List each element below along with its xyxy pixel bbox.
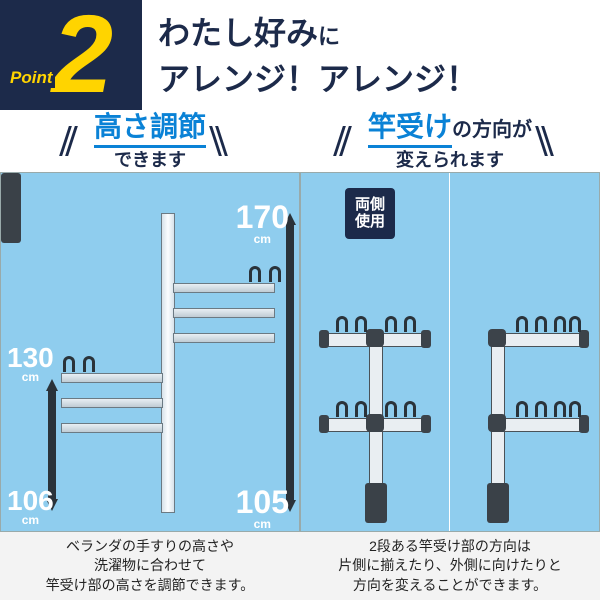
- arm: [173, 333, 275, 343]
- panel-direction: 竿受けの方向が 変えられます 両側 使用 片側 使用: [300, 110, 600, 600]
- label-106: 106cm: [7, 488, 54, 527]
- label-130: 130cm: [7, 345, 54, 384]
- arm: [173, 283, 275, 293]
- emphasis-ticks-right-icon: [540, 126, 562, 156]
- main-pole: [161, 213, 175, 513]
- sub-main: 竿受け: [368, 111, 452, 148]
- emphasis-ticks-left-icon: [64, 126, 86, 156]
- hook-icon: [249, 266, 261, 282]
- headline-particle: に: [318, 24, 340, 49]
- panels: 高さ調節 できます 170cm: [0, 110, 600, 600]
- arm: [61, 423, 163, 433]
- arm: [173, 308, 275, 318]
- point-number-block: 2 Point: [0, 0, 142, 110]
- illustration-height: 170cm 105cm 130cm 106cm: [0, 172, 300, 532]
- hook-icon: [63, 356, 75, 372]
- point-label: Point: [8, 68, 55, 88]
- label-170: 170cm: [236, 203, 289, 246]
- height-arrow-right-icon: [279, 213, 301, 512]
- emphasis-ticks-left-icon: [338, 126, 360, 156]
- emphasis-ticks-right-icon: [214, 126, 236, 156]
- sub-line2: 変えられます: [368, 150, 532, 171]
- hook-icon: [83, 356, 95, 372]
- headline-main: わたし好み: [158, 15, 318, 51]
- subheading-right: 竿受けの方向が 変えられます: [300, 110, 600, 172]
- header: 2 Point わたし好みに アレンジ！アレンジ！: [0, 0, 600, 110]
- sub-text-left: 高さ調節 できます: [94, 111, 206, 171]
- pole-base: [1, 173, 21, 243]
- point-number: 2: [34, 0, 108, 110]
- headline: わたし好みに アレンジ！アレンジ！: [142, 0, 600, 110]
- sub-main: 高さ調節: [94, 111, 206, 148]
- arm: [61, 398, 163, 408]
- caption-left-text: ベランダの手すりの高さや 洗濯物に合わせて 竿受け部の高さを調節できます。: [46, 537, 255, 596]
- subheading-left: 高さ調節 できます: [0, 110, 300, 172]
- one-side-diagram: 片側 使用: [451, 173, 599, 531]
- illustration-direction: 両側 使用 片側 使用: [300, 172, 600, 532]
- chip-both: 両側 使用: [345, 188, 395, 239]
- panel-height-adjust: 高さ調節 できます 170cm: [0, 110, 300, 600]
- caption-right-text: 2段ある竿受け部の方向は 片側に揃えたり、外側に向けたりと 方向を変えることがで…: [338, 537, 561, 596]
- arm: [61, 373, 163, 383]
- headline-line2: アレンジ！アレンジ！: [158, 54, 600, 100]
- sub-line2: できます: [94, 150, 206, 171]
- headline-line1: わたし好みに: [158, 8, 600, 54]
- sub-text-right: 竿受けの方向が 変えられます: [368, 111, 532, 171]
- both-sides-diagram: 両側 使用: [301, 173, 450, 531]
- caption-right: 2段ある竿受け部の方向は 片側に揃えたり、外側に向けたりと 方向を変えることがで…: [300, 532, 600, 600]
- sub-rest: の方向が: [452, 119, 532, 141]
- label-105: 105cm: [236, 488, 289, 531]
- caption-left: ベランダの手すりの高さや 洗濯物に合わせて 竿受け部の高さを調節できます。: [0, 532, 300, 600]
